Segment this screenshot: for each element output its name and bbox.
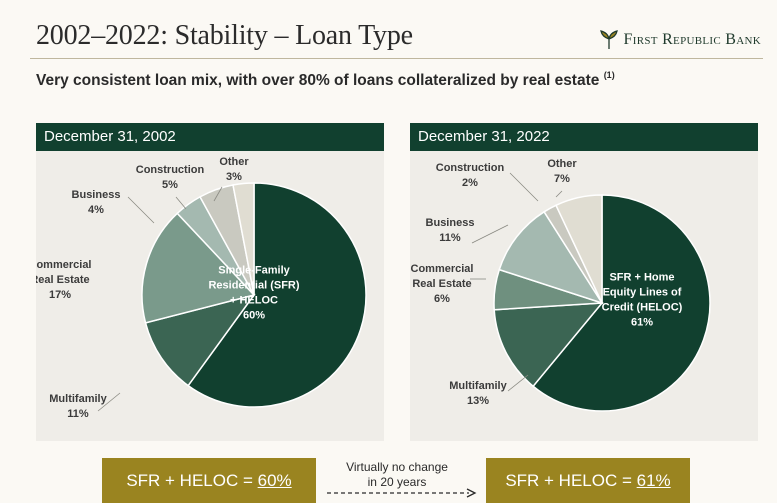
- page-subtitle: Very consistent loan mix, with over 80% …: [36, 70, 615, 90]
- slice-label: Business 11%: [426, 217, 475, 244]
- change-note: Virtually no change in 20 years: [327, 460, 467, 490]
- leaf-icon: [599, 30, 618, 49]
- subtitle-text: Very consistent loan mix, with over 80% …: [36, 72, 600, 89]
- slice-label: Business 4%: [72, 189, 121, 216]
- pie-slice: [498, 210, 604, 305]
- leader-line: [127, 196, 155, 224]
- slice-label: Single-Family Residential (SFR) + HELOC 60%: [208, 265, 299, 322]
- brand-logo: First Republic Bank: [599, 30, 761, 50]
- pie-slice: [141, 212, 256, 324]
- pie-chart-2022: SFR + Home Equity Lines of Credit (HELOC) 6…: [411, 158, 711, 412]
- leader-line: [555, 190, 563, 198]
- leader-line: [471, 224, 509, 244]
- leader-line: [213, 186, 223, 202]
- pie-slice: [144, 293, 256, 387]
- pie-chart-2002: Single-Family Residential (SFR) + HELOC 60%…: [36, 156, 367, 420]
- slice-label: Other 3%: [219, 156, 249, 183]
- slice-label: Multifamily 13%: [449, 380, 507, 407]
- summary-2002-pct: 60%: [257, 471, 292, 490]
- footnote-marker: (1): [603, 70, 615, 80]
- summary-2022-badge: SFR + HELOC = 61%: [486, 458, 690, 503]
- leader-line: [175, 196, 187, 210]
- change-note-line2: in 20 years: [367, 475, 427, 489]
- chart-panel-2022: December 31, 2022 SFR + Home Equity Lines…: [410, 123, 758, 441]
- pie-slice: [187, 182, 367, 408]
- page-title: 2002–2022: Stability – Loan Type: [36, 20, 413, 51]
- chart-title-2002: December 31, 2002: [36, 123, 384, 151]
- slice-label: Construction 2%: [436, 162, 505, 189]
- slice-label: Construction 5%: [136, 164, 205, 191]
- slice-label: SFR + Home Equity Lines of Credit (HELOC) 6…: [602, 272, 683, 329]
- leader-line: [507, 374, 529, 392]
- pie-slice: [493, 302, 604, 388]
- leader-line: [97, 392, 121, 412]
- chart-panel-2002: December 31, 2002 Single-Family Residenti…: [36, 123, 384, 441]
- pie-slice: [232, 182, 255, 296]
- chart-title-2022: December 31, 2022: [410, 123, 758, 151]
- dashed-arrow-icon: [327, 488, 477, 498]
- pie-slice: [555, 194, 603, 304]
- summary-2022-prefix: SFR + HELOC =: [505, 471, 637, 490]
- slice-label: Other 7%: [547, 158, 577, 185]
- summary-2022-pct: 61%: [636, 471, 671, 490]
- pie-slice: [532, 194, 711, 412]
- title-divider: [30, 58, 763, 59]
- logo-text: First Republic Bank: [623, 31, 761, 48]
- change-note-line1: Virtually no change: [346, 460, 448, 474]
- summary-2002-badge: SFR + HELOC = 60%: [102, 458, 316, 503]
- slice-label: Multifamily 11%: [49, 393, 107, 420]
- summary-2002-prefix: SFR + HELOC =: [126, 471, 258, 490]
- slice-label: Commercial Real Estate 6%: [411, 263, 474, 305]
- leader-line: [509, 172, 539, 202]
